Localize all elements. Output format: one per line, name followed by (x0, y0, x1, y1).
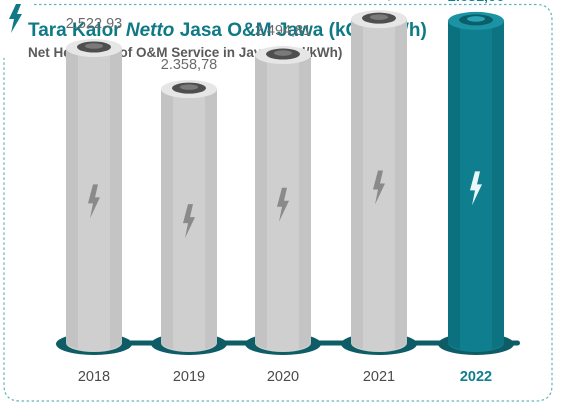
bar-2021: 2.638,12 2021 (341, 0, 417, 385)
bar-shade-left (351, 19, 363, 349)
category-label: 2018 (78, 369, 110, 385)
bar-2022: 2.631,06 2022 (438, 0, 514, 385)
bar-shade-right (299, 55, 311, 349)
lightning-bolt-icon (9, 4, 22, 33)
bar-cap-highlight (85, 43, 103, 49)
lightning-bolt-icon (277, 187, 289, 222)
lightning-bolt-icon (470, 171, 482, 206)
dashed-border (3, 3, 553, 402)
bar-cap-highlight (467, 16, 485, 22)
value-label: 2.522,93 (66, 16, 122, 32)
bar-shade-left (66, 48, 78, 349)
category-label: 2020 (267, 369, 299, 385)
value-label: 2.631,06 (448, 0, 504, 5)
bar-shade-right (492, 20, 504, 350)
lightning-bolt-icon (88, 184, 100, 219)
category-label: 2019 (173, 369, 205, 385)
bar-shade-right (110, 48, 122, 349)
bar-cap-highlight (370, 14, 388, 20)
title-part-1: Tara Kalor (28, 20, 126, 41)
bar-shade-left (255, 55, 267, 349)
value-label: 2.494,81 (255, 23, 311, 39)
bar-cap-highlight (180, 84, 198, 90)
category-label: 2022 (460, 369, 492, 385)
bar-2018: 2.522,93 2018 (56, 16, 132, 385)
value-label: 2.638,12 (351, 0, 407, 3)
bar-shade-right (395, 19, 407, 349)
bar-shade-right (205, 89, 217, 349)
bar-shade-left (448, 20, 460, 350)
lightning-bolt-icon (183, 204, 195, 239)
value-label: 2.358,78 (161, 57, 217, 73)
bar-shade-left (161, 89, 173, 349)
title-italic: Netto (125, 20, 175, 41)
bar-cap-highlight (274, 50, 292, 56)
bar-2019: 2.358,78 2019 (151, 57, 227, 385)
bar-2020: 2.494,81 2020 (245, 23, 321, 385)
lightning-bolt-icon (373, 170, 385, 205)
category-label: 2021 (363, 369, 395, 385)
